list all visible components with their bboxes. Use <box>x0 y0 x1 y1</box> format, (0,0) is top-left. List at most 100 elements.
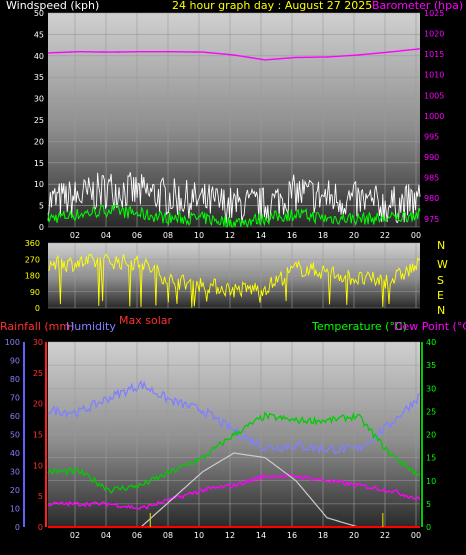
wind-y-tick-label: 30 <box>34 95 44 104</box>
temp-x-tick-label: 16 <box>287 531 297 540</box>
baro-y-tick-label: 1000 <box>424 112 444 121</box>
direction-y-tick-label: 180 <box>25 272 40 281</box>
max-solar-label: Max solar <box>119 314 172 327</box>
temp-x-tick-label: 14 <box>256 531 266 540</box>
temp-x-tick-label: 06 <box>132 531 142 540</box>
baro-y-tick-label: 1010 <box>424 71 444 80</box>
temp-y-tick-label: 40 <box>426 338 436 347</box>
temp-y-tick-label: 5 <box>426 500 431 509</box>
dew-point-line <box>47 473 421 511</box>
humidity-y-tick-label: 50 <box>10 431 20 440</box>
compass-label-s: S <box>437 274 444 287</box>
wind-x-tick-label: 16 <box>287 231 297 240</box>
wind-x-tick-label: 14 <box>256 231 266 240</box>
direction-y-tick-label: 0 <box>35 304 40 313</box>
wind-x-tick-label: 02 <box>70 231 80 240</box>
wind-average-line <box>47 204 421 229</box>
temp-x-tick-label: 00 <box>411 531 421 540</box>
barometer-axis-label: Barometer (hpa) <box>372 0 463 12</box>
wind-y-tick-label: 40 <box>34 52 44 61</box>
wind-y-tick-label: 20 <box>34 137 44 146</box>
wind-y-tick-label: 35 <box>34 73 44 82</box>
graph-date-title: 24 hour graph day : August 27 2025 <box>172 0 372 12</box>
rain-y-tick-label: 10 <box>33 461 43 470</box>
temperature-axis-label: Temperature (°C) <box>311 320 407 333</box>
compass-label-e: E <box>437 289 444 302</box>
temperature-line <box>47 411 421 494</box>
rainfall-axis-label: Rainfall (mm) <box>0 320 74 333</box>
temp-y-tick-label: 35 <box>426 361 436 370</box>
humidity-y-tick-label: 90 <box>10 357 20 366</box>
wind-direction-panel: 0 90 180 270 360 N W S E N <box>25 239 448 317</box>
temp-y-tick-label: 10 <box>426 477 436 486</box>
wind-y-tick-label: 0 <box>39 223 44 232</box>
wind-x-tick-label: 08 <box>163 231 173 240</box>
wind-x-tick-label: 20 <box>349 231 359 240</box>
rain-y-tick-label: 15 <box>33 431 43 440</box>
humidity-axis-label: Humidity <box>66 320 116 333</box>
rain-y-tick-label: 30 <box>33 338 43 347</box>
wind-y-tick-label: 10 <box>34 180 44 189</box>
temp-y-tick-label: 0 <box>426 523 431 532</box>
wind-x-tick-label: 22 <box>380 231 390 240</box>
baro-y-tick-label: 995 <box>424 132 439 141</box>
temp-y-tick-label: 15 <box>426 454 436 463</box>
temp-x-tick-label: 12 <box>225 531 235 540</box>
barometer-line <box>48 48 421 61</box>
temp-x-tick-label: 20 <box>349 531 359 540</box>
baro-y-tick-label: 985 <box>424 174 439 183</box>
humidity-y-tick-label: 40 <box>10 449 20 458</box>
temp-y-tick-label: 20 <box>426 431 436 440</box>
humidity-y-tick-label: 20 <box>10 486 20 495</box>
wind-x-tick-label: 18 <box>318 231 328 240</box>
rain-y-tick-label: 0 <box>38 523 43 532</box>
temp-x-tick-label: 08 <box>163 531 173 540</box>
temp-x-tick-label: 02 <box>70 531 80 540</box>
wind-x-tick-label: 12 <box>225 231 235 240</box>
humidity-y-tick-label: 10 <box>10 505 20 514</box>
humidity-y-tick-label: 80 <box>10 375 20 384</box>
wind-x-tick-label: 10 <box>194 231 204 240</box>
temp-y-tick-label: 25 <box>426 407 436 416</box>
compass-label-w: W <box>437 258 448 271</box>
baro-y-tick-label: 990 <box>424 153 439 162</box>
wind-direction-line <box>47 253 421 308</box>
baro-y-tick-label: 1015 <box>424 50 444 59</box>
wind-axis-label: Windspeed (kph) <box>6 0 99 12</box>
rain-y-tick-label: 5 <box>38 492 43 501</box>
baro-y-tick-label: 1025 <box>424 9 444 18</box>
direction-y-tick-label: 270 <box>25 255 40 264</box>
direction-y-tick-label: 360 <box>25 239 40 248</box>
wind-gust-line <box>47 172 421 224</box>
humidity-y-tick-label: 70 <box>10 394 20 403</box>
rain-y-tick-label: 20 <box>33 400 43 409</box>
baro-y-tick-label: 975 <box>424 215 439 224</box>
compass-label-n: N <box>437 239 445 252</box>
temp-x-tick-label: 10 <box>194 531 204 540</box>
humidity-y-tick-label: 30 <box>10 468 20 477</box>
humidity-y-tick-label: 60 <box>10 412 20 421</box>
wind-x-tick-label: 06 <box>132 231 142 240</box>
dew-point-axis-label: Dew Point (°C) <box>394 320 466 333</box>
temp-y-tick-label: 30 <box>426 384 436 393</box>
wind-y-tick-label: 50 <box>34 9 44 18</box>
baro-y-tick-label: 1020 <box>424 30 444 39</box>
wind-y-tick-label: 15 <box>34 159 44 168</box>
wind-y-tick-label: 25 <box>34 116 44 125</box>
direction-y-tick-label: 90 <box>30 288 40 297</box>
temp-x-tick-label: 04 <box>101 531 111 540</box>
temp-x-tick-label: 22 <box>380 531 390 540</box>
baro-y-tick-label: 1005 <box>424 91 444 100</box>
wind-x-tick-label: 04 <box>101 231 111 240</box>
wind-x-tick-label: 00 <box>411 231 421 240</box>
wind-barometer-panel: 02 04 06 08 10 12 14 16 18 20 22 000510152025303540… <box>34 9 445 240</box>
rain-y-tick-label: 25 <box>33 369 43 378</box>
wind-y-tick-label: 5 <box>39 202 44 211</box>
humidity-line <box>47 379 421 455</box>
compass-label-n-bottom: N <box>437 304 445 317</box>
baro-y-tick-label: 980 <box>424 194 439 203</box>
wind-y-tick-label: 45 <box>34 30 44 39</box>
temperature-humidity-panel: 02 04 06 08 10 12 14 16 18 20 22 000102030405060708… <box>5 338 436 540</box>
humidity-y-tick-label: 0 <box>15 523 20 532</box>
